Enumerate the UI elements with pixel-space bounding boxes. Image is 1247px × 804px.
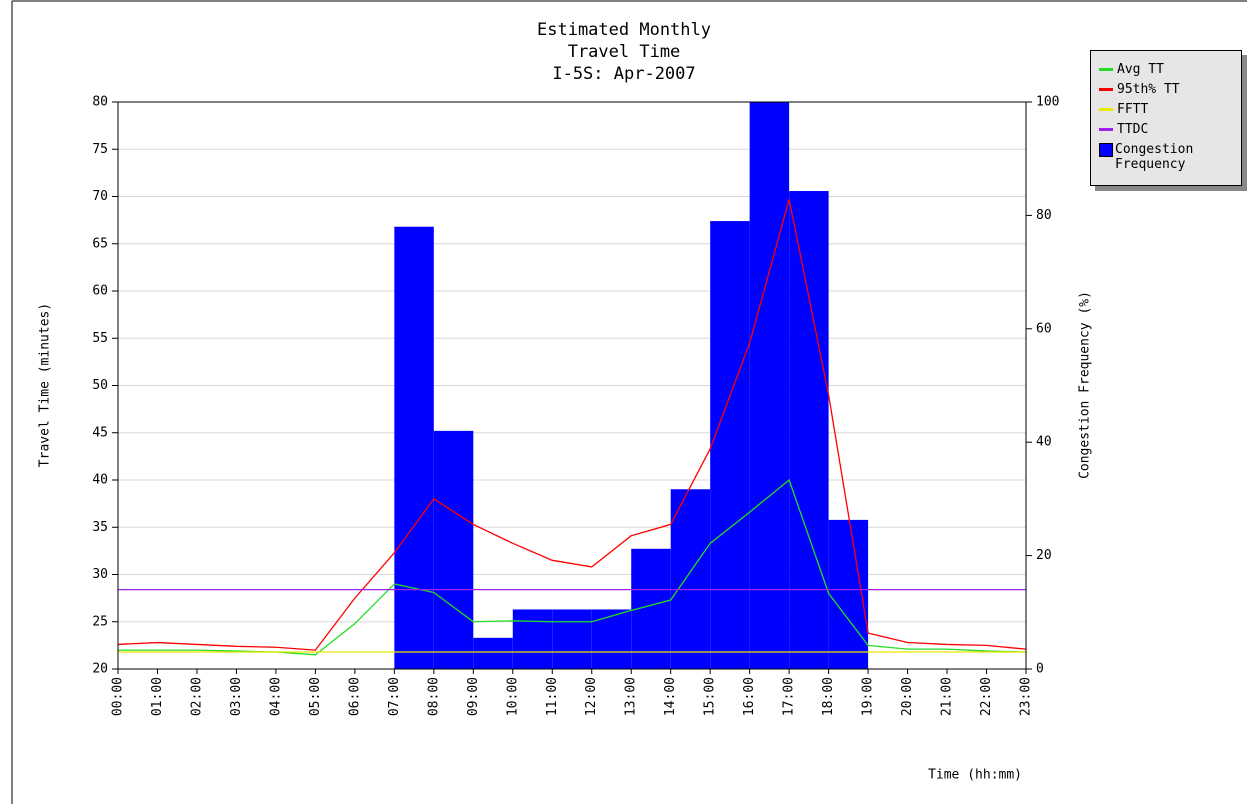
legend-label: FFTT — [1117, 102, 1149, 117]
x-tick-label: 03:00 — [229, 677, 244, 716]
congestion-bar — [789, 191, 829, 670]
congestion-bar — [591, 609, 632, 669]
y-tick-label: 80 — [92, 95, 108, 110]
y2-tick-label: 40 — [1036, 435, 1052, 450]
y2-axis-label: Congestion Frequency (%) — [1078, 291, 1093, 479]
y-tick-label: 25 — [92, 614, 108, 629]
y-tick-label: 20 — [92, 662, 108, 677]
legend-swatch — [1099, 128, 1113, 131]
legend-label: Congestion Frequency — [1115, 142, 1194, 172]
y2-tick-label: 60 — [1036, 321, 1052, 336]
chart-title: Estimated Monthly — [537, 20, 711, 40]
x-tick-label: 20:00 — [900, 677, 915, 716]
legend-label: TTDC — [1117, 122, 1149, 137]
x-tick-label: 08:00 — [426, 677, 441, 716]
x-tick-label: 01:00 — [150, 677, 165, 716]
legend: Avg TT 95th% TT FFTT TTDC Congestion Frequen… — [1090, 50, 1242, 186]
y-tick-label: 60 — [92, 284, 108, 299]
x-tick-label: 00:00 — [111, 677, 126, 716]
x-tick-label: 11:00 — [545, 677, 560, 716]
y-tick-label: 55 — [92, 331, 108, 346]
legend-swatch — [1099, 68, 1113, 71]
congestion-bar — [512, 609, 553, 669]
x-tick-label: 07:00 — [387, 677, 402, 716]
y-tick-label: 70 — [92, 189, 108, 204]
legend-item: 95th% TT — [1099, 82, 1233, 97]
chart-title: I-5S: Apr-2007 — [552, 64, 695, 84]
x-tick-label: 06:00 — [347, 677, 362, 716]
congestion-bar — [394, 226, 434, 670]
legend-item: FFTT — [1099, 102, 1233, 117]
legend-item: Congestion Frequency — [1099, 142, 1233, 172]
x-tick-label: 13:00 — [624, 677, 639, 716]
x-tick-label: 04:00 — [268, 677, 283, 716]
x-tick-label: 22:00 — [979, 677, 994, 716]
y-tick-label: 30 — [92, 567, 108, 582]
y2-tick-label: 20 — [1036, 548, 1052, 563]
y-tick-label: 35 — [92, 520, 108, 535]
y-tick-label: 50 — [92, 378, 108, 393]
x-tick-label: 21:00 — [940, 677, 955, 716]
x-tick-label: 17:00 — [782, 677, 797, 716]
chart-title: Travel Time — [568, 42, 681, 62]
y2-tick-label: 0 — [1036, 662, 1044, 677]
x-axis-label: Time (hh:mm) — [928, 768, 1022, 783]
lines — [117, 199, 1027, 656]
x-tick-label: 16:00 — [742, 677, 757, 716]
x-tick-label: 23:00 — [1019, 677, 1034, 716]
legend-label: Avg TT — [1117, 62, 1164, 77]
y-tick-label: 75 — [92, 142, 108, 157]
x-tick-label: 05:00 — [308, 677, 323, 716]
y-tick-label: 45 — [92, 425, 108, 440]
legend-swatch — [1099, 143, 1113, 157]
legend-swatch — [1099, 108, 1113, 111]
x-tick-label: 19:00 — [861, 677, 876, 716]
congestion-bar — [749, 102, 790, 669]
series-line — [117, 199, 1027, 651]
y-tick-label: 65 — [92, 236, 108, 251]
x-tick-label: 09:00 — [466, 677, 481, 716]
legend-item: Avg TT — [1099, 62, 1233, 77]
congestion-bar — [473, 637, 513, 669]
y-axis-label: Travel Time (minutes) — [38, 303, 53, 467]
x-tick-label: 02:00 — [189, 677, 204, 716]
x-tick-label: 10:00 — [505, 677, 520, 716]
plot-frame — [117, 101, 1027, 670]
legend-item: TTDC — [1099, 122, 1233, 137]
legend-swatch — [1099, 88, 1113, 91]
grid — [118, 101, 1026, 670]
congestion-bar — [710, 221, 750, 669]
y2-tick-label: 100 — [1036, 95, 1059, 110]
x-tick-label: 15:00 — [703, 677, 718, 716]
congestion-bar — [433, 430, 474, 669]
y2-tick-label: 80 — [1036, 208, 1052, 223]
x-tick-label: 18:00 — [821, 677, 836, 716]
x-tick-label: 14:00 — [663, 677, 678, 716]
y-tick-label: 40 — [92, 473, 108, 488]
legend-label: 95th% TT — [1117, 82, 1180, 97]
congestion-bar — [552, 609, 592, 669]
congestion-bar — [670, 489, 711, 669]
x-tick-label: 12:00 — [584, 677, 599, 716]
